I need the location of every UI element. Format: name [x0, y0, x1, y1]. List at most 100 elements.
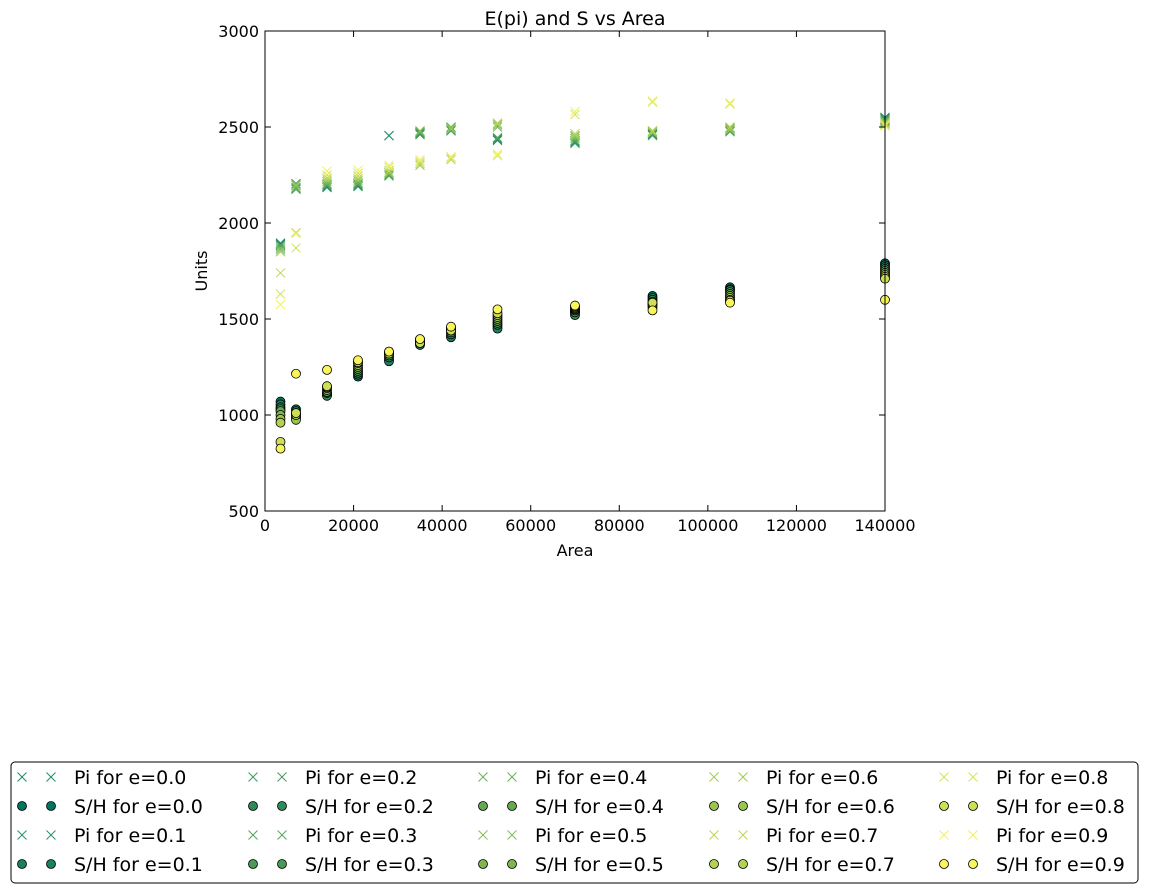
- data-point: [384, 162, 394, 173]
- data-point: [291, 183, 301, 194]
- data-point: [291, 368, 301, 379]
- data-point: [446, 125, 456, 135]
- legend-marker: [939, 801, 949, 811]
- x-tick-label: 100000: [677, 516, 738, 535]
- legend-label: Pi for e=0.0: [74, 767, 186, 789]
- legend-marker: [277, 859, 287, 869]
- legend-marker: [738, 801, 748, 811]
- data-point: [353, 180, 363, 191]
- series-s-h-for-e-0-9: [275, 294, 890, 454]
- data-point: [446, 152, 456, 163]
- data-point: [446, 123, 456, 133]
- data-point: [725, 98, 735, 108]
- data-point: [275, 245, 286, 255]
- legend-label: S/H for e=0.6: [766, 796, 895, 818]
- legend-label: S/H for e=0.5: [535, 854, 664, 876]
- legend-label: Pi for e=0.3: [305, 825, 417, 847]
- data-point: [570, 135, 580, 146]
- data-point: [647, 125, 658, 136]
- series-pi-for-e-0-8: [275, 97, 890, 299]
- legend-marker: [709, 772, 719, 782]
- legend-label: S/H for e=0.0: [74, 796, 203, 818]
- data-point: [647, 129, 658, 140]
- legend-items: Pi for e=0.0 S/H for e=0.0 Pi for e=0.1 S/H…: [17, 767, 1125, 876]
- series-s-h-for-e-0-7: [275, 271, 890, 428]
- series-pi-for-e-0-1: [275, 113, 890, 249]
- y-tick-label: 2500: [218, 118, 259, 137]
- legend-marker: [939, 859, 949, 869]
- legend-marker: [478, 859, 488, 869]
- legend-marker: [709, 801, 719, 811]
- legend-marker: [939, 772, 949, 782]
- series-pi-for-e-0-9: [275, 96, 890, 310]
- data-point: [647, 305, 658, 316]
- legend-item-s-h-for-e-0-3: S/H for e=0.3: [248, 854, 434, 876]
- legend-item-s-h-for-e-0-5: S/H for e=0.5: [478, 854, 664, 876]
- legend-marker: [478, 830, 488, 840]
- legend-marker: [507, 830, 517, 840]
- y-axis-ticks: 500 1000 1500 2000 2500 3000: [218, 22, 885, 521]
- data-point: [570, 300, 580, 311]
- data-point: [446, 125, 456, 136]
- legend-item-s-h-for-e-0-0: S/H for e=0.0: [17, 796, 203, 818]
- series-pi-for-e-0-4: [275, 116, 890, 253]
- data-point: [384, 165, 394, 176]
- data-point: [725, 123, 735, 133]
- data-point: [384, 130, 394, 141]
- legend-marker: [939, 830, 949, 840]
- legend-item-pi-for-e-0-4: Pi for e=0.4: [478, 767, 647, 789]
- legend-item-pi-for-e-0-9: Pi for e=0.9: [939, 825, 1108, 847]
- data-point: [415, 128, 425, 139]
- data-point: [446, 154, 456, 165]
- series-s-h-for-e-0-1: [275, 260, 890, 417]
- legend-marker: [46, 830, 56, 840]
- y-tick-label: 3000: [218, 22, 259, 41]
- data-point: [291, 180, 301, 191]
- y-tick-label: 1500: [218, 310, 259, 329]
- data-point: [291, 227, 301, 238]
- data-point: [384, 160, 394, 171]
- legend-marker: [478, 772, 488, 782]
- legend-marker: [507, 772, 517, 782]
- legend-label: Pi for e=0.9: [996, 825, 1108, 847]
- data-point: [322, 381, 332, 392]
- data-point: [322, 170, 332, 180]
- series-pi-for-e-0-2: [275, 114, 890, 250]
- x-tick-label: 20000: [328, 516, 379, 535]
- legend-label: S/H for e=0.3: [305, 854, 434, 876]
- legend-marker: [46, 801, 56, 811]
- series-pi-for-e-0-5: [275, 117, 890, 255]
- data-point: [415, 125, 425, 136]
- data-point: [275, 417, 286, 428]
- legend-item-s-h-for-e-0-8: S/H for e=0.8: [939, 796, 1125, 818]
- legend-marker: [46, 859, 56, 869]
- legend-marker: [248, 801, 258, 811]
- legend-marker: [709, 830, 719, 840]
- data-point: [353, 177, 363, 188]
- data-point: [446, 321, 456, 332]
- data-point: [415, 126, 425, 137]
- data-point: [322, 364, 332, 375]
- legend-marker: [507, 801, 517, 811]
- data-point: [725, 125, 735, 135]
- data-point: [446, 122, 456, 132]
- series-s-h-for-e-0-8: [275, 273, 890, 447]
- data-point: [415, 334, 425, 345]
- series-pi-for-e-0-6: [275, 118, 890, 257]
- data-point: [647, 128, 658, 139]
- data-point: [725, 126, 735, 137]
- y-tick-label: 1000: [218, 406, 259, 425]
- legend-marker: [738, 772, 748, 782]
- legend-label: S/H for e=0.1: [74, 854, 203, 876]
- legend-item-pi-for-e-0-0: Pi for e=0.0: [17, 767, 186, 789]
- legend-item-s-h-for-e-0-4: S/H for e=0.4: [478, 796, 664, 818]
- data-point: [570, 138, 580, 149]
- data-point: [353, 355, 363, 366]
- x-tick-label: 0: [260, 516, 270, 535]
- data-point: [415, 158, 425, 169]
- legend-item-s-h-for-e-0-7: S/H for e=0.7: [709, 854, 895, 876]
- data-point: [275, 443, 286, 454]
- legend-marker: [507, 859, 517, 869]
- data-point: [353, 178, 363, 189]
